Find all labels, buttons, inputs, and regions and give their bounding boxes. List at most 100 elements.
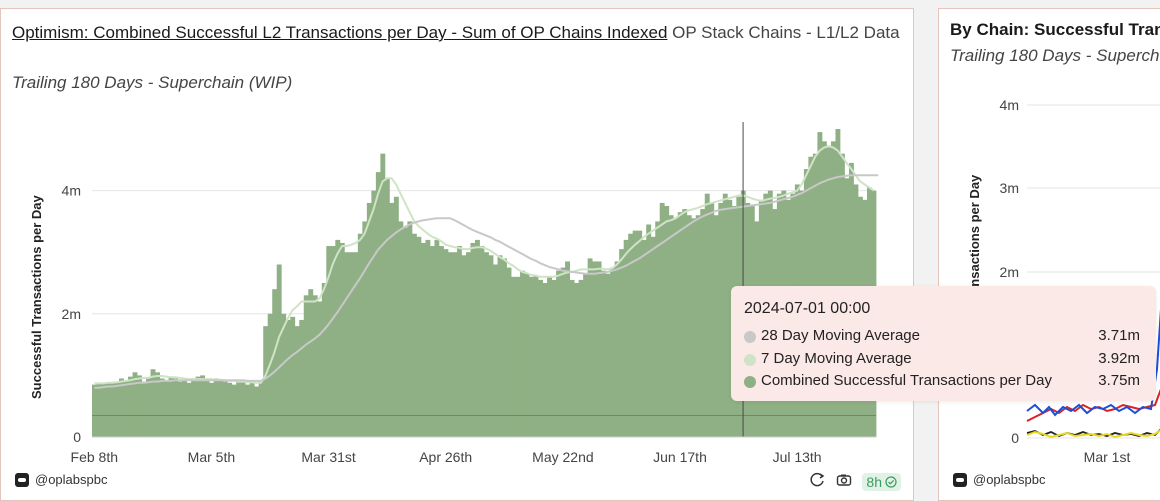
bar[interactable]: [420, 242, 426, 437]
bar[interactable]: [285, 319, 291, 437]
bar[interactable]: [375, 172, 381, 437]
bar[interactable]: [222, 381, 228, 437]
bar[interactable]: [474, 239, 480, 437]
bar[interactable]: [411, 233, 417, 437]
bar[interactable]: [650, 236, 656, 437]
bar[interactable]: [186, 382, 192, 437]
bar[interactable]: [520, 270, 525, 437]
bar[interactable]: [132, 372, 138, 437]
by-chain-title[interactable]: By Chain: Successful Trans: [950, 20, 1160, 39]
bar[interactable]: [101, 384, 106, 437]
bar[interactable]: [182, 380, 188, 437]
bar[interactable]: [664, 206, 670, 437]
bar[interactable]: [619, 249, 625, 437]
bar[interactable]: [709, 202, 715, 437]
bar[interactable]: [276, 264, 282, 437]
bar[interactable]: [425, 239, 431, 437]
main-chart-svg[interactable]: 0 2m 4m Feb 8th Mar 5th Mar 31st Apr 26th May 2…: [1, 9, 914, 501]
bar[interactable]: [817, 132, 823, 437]
bar[interactable]: [722, 193, 728, 437]
bar[interactable]: [335, 239, 341, 437]
bar[interactable]: [677, 212, 683, 437]
bar[interactable]: [213, 378, 219, 437]
bar[interactable]: [119, 378, 124, 437]
bar[interactable]: [357, 233, 363, 437]
bar[interactable]: [587, 258, 593, 437]
bar[interactable]: [506, 267, 512, 437]
bar[interactable]: [123, 381, 129, 437]
bar[interactable]: [547, 276, 552, 437]
bar[interactable]: [303, 295, 309, 437]
bar[interactable]: [542, 283, 548, 437]
bar[interactable]: [380, 153, 386, 437]
bar[interactable]: [628, 233, 634, 437]
bar[interactable]: [646, 224, 652, 437]
bar[interactable]: [713, 215, 719, 437]
bar[interactable]: [402, 227, 408, 437]
footer-handle[interactable]: @oplabspbc: [35, 472, 108, 487]
bar[interactable]: [290, 316, 296, 437]
bar[interactable]: [592, 261, 598, 437]
bar[interactable]: [686, 215, 692, 437]
bar[interactable]: [601, 270, 607, 437]
bar[interactable]: [533, 275, 539, 437]
bar[interactable]: [700, 209, 706, 437]
bar[interactable]: [146, 378, 151, 437]
bar[interactable]: [493, 264, 498, 437]
bar[interactable]: [150, 369, 156, 437]
bar[interactable]: [326, 246, 332, 437]
bar[interactable]: [605, 273, 611, 437]
bar[interactable]: [668, 215, 674, 437]
bar[interactable]: [389, 202, 395, 437]
bar[interactable]: [524, 273, 530, 437]
bar[interactable]: [583, 273, 589, 437]
bar[interactable]: [281, 313, 287, 437]
freshness-badge[interactable]: 8h: [862, 472, 901, 491]
bar[interactable]: [308, 289, 314, 437]
bar[interactable]: [128, 376, 133, 437]
bar[interactable]: [227, 382, 233, 437]
bar[interactable]: [366, 202, 372, 437]
bar[interactable]: [655, 221, 661, 437]
bar[interactable]: [191, 378, 197, 437]
bar[interactable]: [465, 252, 471, 437]
bar[interactable]: [461, 255, 467, 437]
bar[interactable]: [632, 230, 638, 437]
bar[interactable]: [641, 239, 647, 437]
bar[interactable]: [479, 246, 485, 437]
bar[interactable]: [263, 326, 269, 437]
bar[interactable]: [272, 289, 278, 437]
bar[interactable]: [141, 381, 147, 437]
bar[interactable]: [209, 382, 215, 437]
bar[interactable]: [429, 246, 435, 437]
bar[interactable]: [177, 381, 183, 437]
bar[interactable]: [578, 279, 584, 437]
bar[interactable]: [249, 382, 255, 437]
bar[interactable]: [452, 252, 458, 437]
bar[interactable]: [164, 380, 169, 437]
bar[interactable]: [569, 279, 575, 437]
bar[interactable]: [470, 242, 476, 437]
bar[interactable]: [110, 382, 115, 437]
bar[interactable]: [114, 381, 120, 437]
bar[interactable]: [416, 236, 422, 437]
bar[interactable]: [682, 209, 688, 437]
bar[interactable]: [529, 276, 534, 437]
bar[interactable]: [538, 279, 543, 437]
bar[interactable]: [695, 215, 701, 437]
bar[interactable]: [443, 249, 449, 437]
camera-icon[interactable]: [836, 472, 852, 491]
bar[interactable]: [556, 270, 561, 437]
bar[interactable]: [384, 178, 390, 437]
bar[interactable]: [353, 252, 359, 437]
bar[interactable]: [596, 261, 602, 437]
bar[interactable]: [321, 283, 327, 437]
bar[interactable]: [92, 384, 97, 437]
bar[interactable]: [245, 384, 251, 437]
bar[interactable]: [330, 246, 336, 437]
bar[interactable]: [574, 283, 580, 437]
bar[interactable]: [659, 202, 665, 437]
bar[interactable]: [511, 276, 516, 437]
bar[interactable]: [159, 378, 165, 437]
bar[interactable]: [362, 221, 368, 437]
